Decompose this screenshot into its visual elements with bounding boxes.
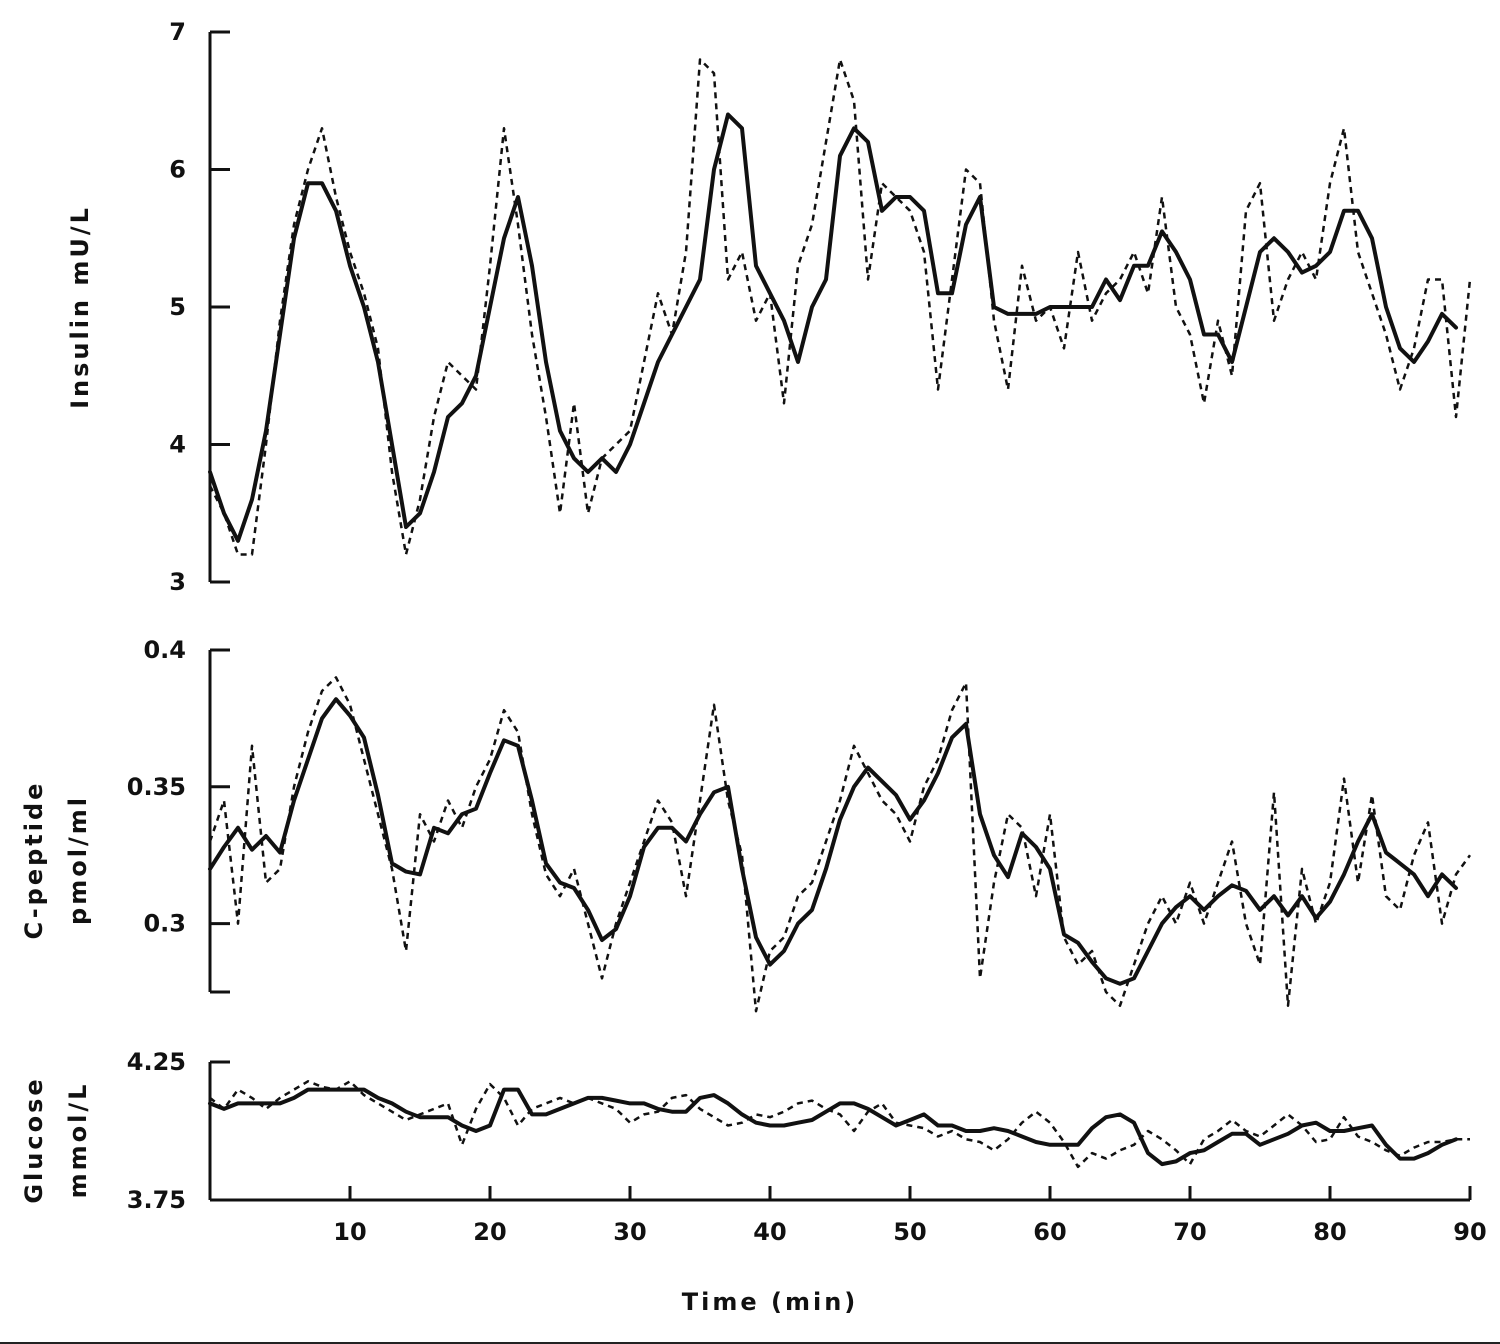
c-peptide-y-label-line: C-peptide	[20, 781, 48, 940]
c-peptide-series	[208, 676, 1472, 1013]
insulin-y-tick-label: 4	[169, 431, 186, 459]
x-tick-label: 20	[473, 1218, 506, 1246]
insulin-y-tick-label: 3	[169, 568, 186, 596]
x-tick-label: 60	[1033, 1218, 1066, 1246]
x-tick-label: 40	[753, 1218, 786, 1246]
c-peptide-y-tick-label: 0.4	[143, 636, 186, 664]
glucose-y-ticks: 3.75 4.25	[127, 1048, 230, 1214]
insulin-y-tick-label: 5	[169, 293, 186, 321]
x-tick-label: 30	[613, 1218, 646, 1246]
c-peptide-y-tick-label: 0.35	[127, 773, 186, 801]
glucose-y-label-line: Glucose	[20, 1076, 48, 1203]
x-axis: 10 20 30 40 50 60 70 80 90	[210, 1186, 1487, 1246]
x-axis-label: Time (min)	[682, 1288, 859, 1316]
glucose-solid-line	[208, 1087, 1458, 1167]
c-peptide-y-label-line: pmol/ml	[64, 795, 92, 925]
x-tick-label: 80	[1313, 1218, 1346, 1246]
insulin-y-label: Insulin mU/L	[66, 205, 94, 409]
c-peptide-y-ticks: 0.3 0.35 0.4	[127, 636, 230, 994]
insulin-y-tick-label: 7	[169, 18, 186, 46]
page-frame-line	[0, 1342, 1500, 1344]
x-tick-label: 10	[333, 1218, 366, 1246]
x-tick-label: 70	[1173, 1218, 1206, 1246]
glucose-y-tick-label: 3.75	[127, 1186, 186, 1214]
insulin-panel: 3 4 5 6 7 Insulin mU/L	[66, 18, 1472, 596]
glucose-series	[208, 1080, 1470, 1169]
insulin-y-tick-label: 6	[169, 156, 186, 184]
glucose-y-label: Glucose mmol/L	[20, 1076, 92, 1203]
glucose-y-tick-label: 4.25	[127, 1048, 186, 1076]
glucose-panel: 3.75 4.25 Glucose mmol/L	[20, 1048, 1470, 1214]
insulin-series	[208, 58, 1472, 556]
c-peptide-dashed-line	[208, 676, 1472, 1013]
insulin-solid-line	[208, 112, 1458, 543]
c-peptide-solid-line	[208, 697, 1458, 986]
x-tick-label: 50	[893, 1218, 926, 1246]
c-peptide-panel: 0.3 0.35 0.4 C-peptide pmol/ml	[20, 636, 1472, 1013]
insulin-y-label-line: Insulin mU/L	[66, 205, 94, 409]
x-tick-label: 90	[1453, 1218, 1486, 1246]
c-peptide-y-tick-label: 0.3	[143, 910, 186, 938]
glucose-dashed-line	[209, 1080, 1470, 1169]
insulin-y-ticks: 3 4 5 6 7	[169, 18, 230, 596]
glucose-y-label-line: mmol/L	[64, 1082, 92, 1199]
c-peptide-y-label: C-peptide pmol/ml	[20, 781, 92, 940]
insulin-dashed-line	[208, 58, 1472, 556]
